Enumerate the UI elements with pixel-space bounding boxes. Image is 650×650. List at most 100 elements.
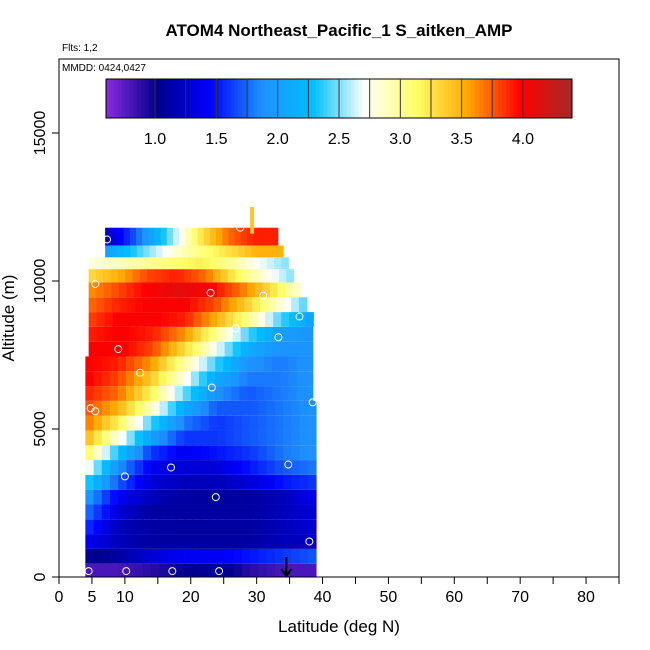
heatmap-cell — [151, 504, 161, 520]
heatmap-cell — [93, 534, 103, 549]
colorbar-segment — [148, 79, 154, 118]
latitude-marker-arrow — [280, 557, 293, 578]
heatmap-cell — [251, 245, 259, 258]
heatmap-cell — [175, 415, 185, 431]
heatmap-cell — [159, 548, 169, 564]
colorbar-segment — [405, 79, 410, 118]
heatmap-cell — [250, 460, 259, 475]
sample-point — [114, 345, 123, 354]
heatmap-cell — [208, 415, 218, 431]
heatmap-cell — [134, 504, 144, 520]
heatmap-cell — [143, 563, 152, 577]
heatmap-cell — [110, 430, 119, 446]
heatmap-cell — [136, 326, 146, 342]
heatmap-cell — [217, 474, 226, 490]
sample-point — [84, 567, 93, 576]
heatmap-cell — [152, 326, 162, 342]
heatmap-cell — [200, 563, 210, 577]
heatmap-cell — [101, 474, 111, 490]
heatmap-cell — [154, 227, 162, 246]
heatmap-cell — [283, 489, 292, 505]
heatmap-cell — [304, 326, 314, 342]
heatmap-cell — [104, 297, 113, 313]
heatmap-cell — [307, 415, 317, 431]
colorbar-segment — [280, 79, 286, 118]
heatmap-cell — [134, 563, 144, 577]
heatmap-cell — [255, 386, 265, 401]
heatmap-cell — [256, 341, 266, 357]
heatmap-cell — [274, 257, 282, 270]
colorbar-segment — [238, 79, 243, 118]
heatmap-cell — [96, 282, 105, 298]
heatmap-cell — [266, 430, 276, 446]
heatmap-cell — [298, 297, 308, 313]
heatmap-cell — [225, 460, 235, 475]
colorbar-segment — [106, 79, 111, 118]
heatmap-cell — [159, 257, 168, 270]
heatmap-cell — [200, 312, 210, 327]
colorbar-segment — [358, 79, 363, 118]
heatmap-cell — [190, 371, 200, 387]
colorbar-tick-label: 4.0 — [512, 131, 534, 148]
heatmap-cell — [182, 356, 192, 372]
colorbar-segment — [222, 79, 227, 118]
heatmap-cell — [110, 534, 119, 549]
heatmap-cell — [96, 326, 106, 342]
heatmap-cell — [126, 534, 136, 549]
heatmap-cell — [274, 430, 284, 446]
heatmap-cell — [208, 445, 218, 461]
heatmap-cell — [233, 474, 243, 490]
sample-point — [215, 567, 224, 576]
colorbar-segment — [467, 79, 472, 118]
heatmap-cell — [299, 489, 309, 505]
heatmap-cell — [126, 282, 135, 298]
colorbar-segment — [284, 79, 290, 118]
heatmap-cell — [85, 474, 95, 490]
colorbar-segment — [498, 79, 503, 118]
heatmap-cell — [126, 430, 136, 446]
heatmap-cell — [224, 282, 233, 298]
heatmap-cell — [250, 548, 259, 564]
colorbar-segment — [203, 79, 208, 118]
heatmap-cell — [126, 489, 136, 505]
heatmap-cell — [307, 445, 317, 461]
sample-point — [308, 398, 317, 407]
colorbar-segment — [230, 79, 235, 118]
heatmap-cell — [154, 269, 163, 283]
heatmap-cell — [143, 430, 152, 446]
sample-point — [136, 368, 145, 377]
heatmap-cell — [192, 430, 202, 446]
heatmap-cell — [250, 400, 259, 416]
heatmap-cell — [254, 282, 263, 298]
heatmap-cell — [143, 297, 152, 313]
heatmap-cell — [151, 563, 161, 577]
heatmap-cell — [241, 489, 251, 505]
colorbar-segment — [385, 79, 390, 118]
chart-title: ATOM4 Northeast_Pacific_1 S_aitken_AMP — [165, 21, 512, 40]
heatmap-cell — [184, 504, 194, 520]
heatmap-cell — [167, 489, 177, 505]
heatmap-cell — [174, 356, 184, 372]
heatmap-cell — [233, 430, 243, 446]
heatmap-cell — [259, 227, 266, 246]
colorbar-segment — [537, 79, 542, 118]
heatmap-cell — [85, 371, 95, 387]
heatmap-cell — [93, 519, 103, 535]
heatmap-cell — [225, 534, 235, 549]
heatmap-cell — [225, 415, 235, 431]
heatmap-cell — [134, 371, 143, 387]
heatmap-cell — [119, 297, 129, 313]
heatmap-cell — [245, 257, 254, 270]
colorbar-segment — [249, 79, 255, 118]
x-tick-label: 50 — [380, 589, 398, 606]
heatmap-cell — [144, 341, 154, 357]
heatmap-cell — [159, 415, 169, 431]
heatmap-cell — [187, 245, 195, 258]
heatmap-cell — [96, 297, 105, 313]
heatmap-cell — [179, 282, 188, 298]
heatmap-cell — [120, 312, 130, 327]
heatmap-cell — [167, 430, 177, 446]
heatmap-cell — [143, 460, 152, 475]
heatmap-cell — [250, 207, 255, 234]
heatmap-cell — [133, 282, 143, 298]
